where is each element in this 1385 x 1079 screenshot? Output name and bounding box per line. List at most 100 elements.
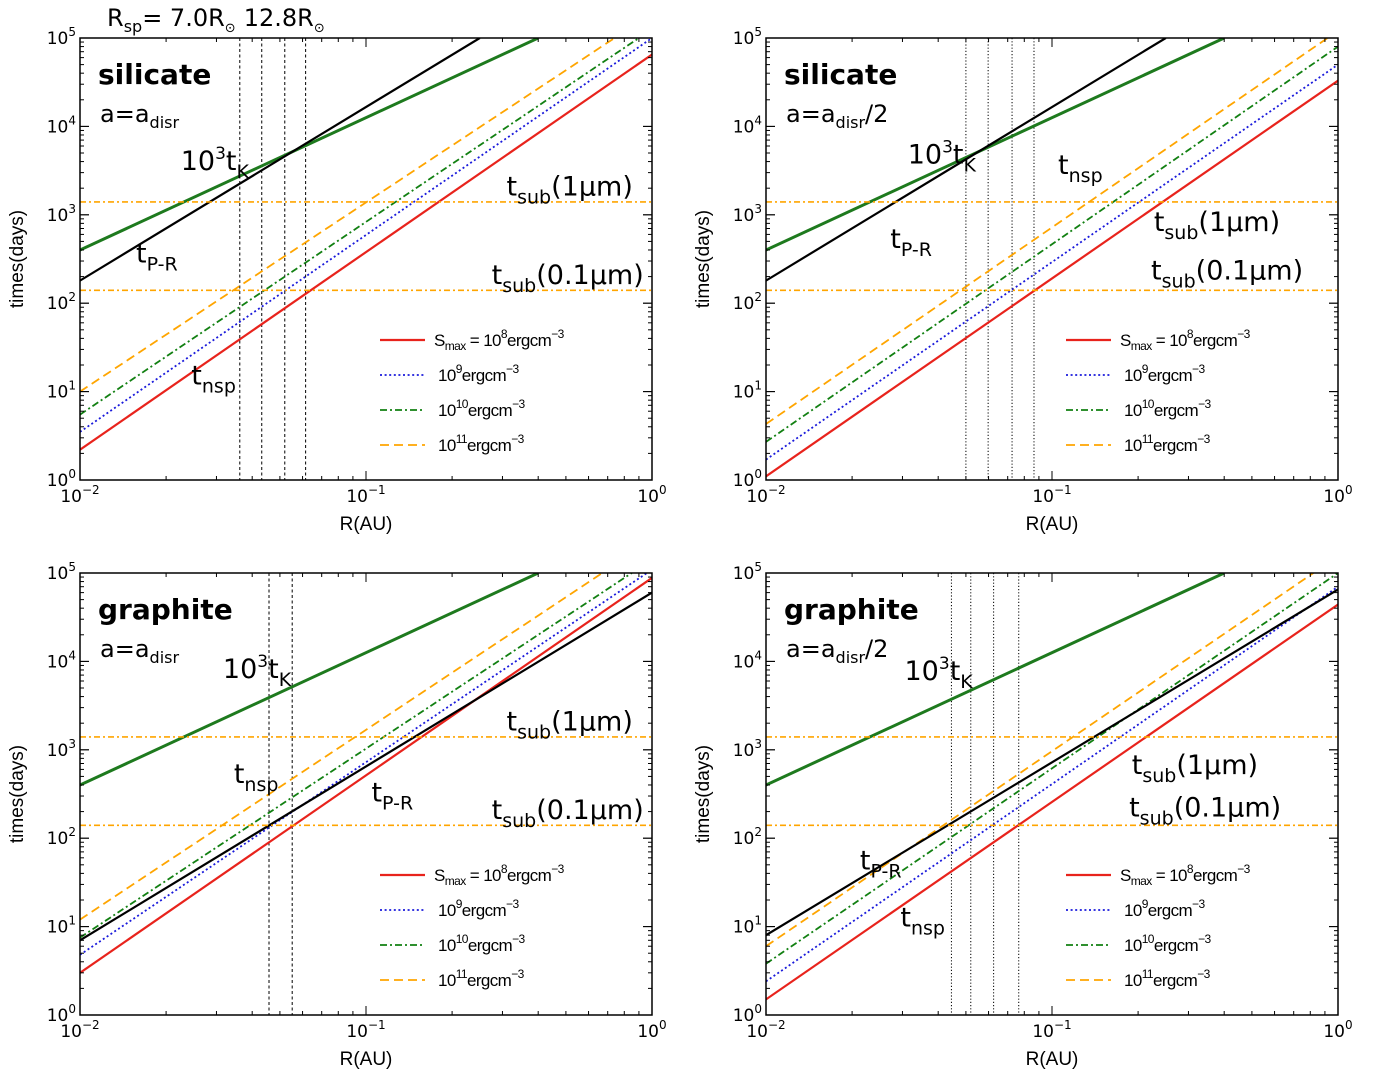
- curve-annotation: tP-R: [890, 224, 932, 261]
- curve-annotation: tsub(1μm): [1132, 750, 1258, 787]
- x-tick-label: 100: [1323, 483, 1352, 507]
- y-tick-label: 100: [47, 467, 76, 491]
- y-tick-label: 105: [733, 560, 762, 584]
- curve-annotation: 103tK: [181, 144, 250, 183]
- legend-entry-label: 1010ergcm−3: [438, 932, 526, 955]
- x-tick-label: 10−2: [746, 483, 785, 507]
- legend: Smax = 108ergcm−3 109ergcm−3 1010ergcm−3 10…: [1066, 327, 1251, 455]
- grain-size-label: a=adisr/2: [786, 100, 888, 132]
- material-label: graphite: [98, 593, 233, 626]
- y-tick-label: 100: [733, 1002, 762, 1026]
- legend-entry-label: 1010ergcm−3: [1124, 932, 1212, 955]
- legend-entry-label: Smax = 108ergcm−3: [434, 327, 565, 353]
- y-tick-label: 103: [733, 737, 762, 761]
- ticks: [765, 572, 1339, 1016]
- material-label: graphite: [784, 593, 919, 626]
- y-tick-label: 102: [47, 825, 76, 849]
- curve-annotation: tsub(1μm): [507, 707, 633, 744]
- y-tick-label: 104: [733, 648, 762, 672]
- grain-size-label: a=adisr/2: [786, 635, 888, 667]
- y-tick-label: 101: [47, 379, 76, 403]
- x-axis-label: R(AU): [340, 1049, 393, 1070]
- series-line-s10: [766, 45, 1338, 443]
- x-tick-label: 10−1: [1032, 483, 1071, 507]
- curve-annotation: tnsp: [234, 759, 279, 796]
- legend: Smax = 108ergcm−3 109ergcm−3 1010ergcm−3 10…: [380, 327, 565, 455]
- legend-entry-label: 1011ergcm−3: [1124, 432, 1211, 455]
- series-group: [80, 573, 652, 974]
- curve-annotation: tP-R: [371, 778, 413, 815]
- x-tick-label: 10−1: [1032, 1018, 1071, 1042]
- x-axis-label: R(AU): [340, 514, 393, 535]
- material-label: silicate: [98, 58, 211, 91]
- legend-entry-label: 109ergcm−3: [438, 897, 519, 920]
- y-tick-label: 103: [47, 737, 76, 761]
- series-group: [766, 38, 1338, 478]
- panel-bottom-left: 10−2 10−1 100 100 101 102 103 104 105 R(AU) times(…: [7, 560, 667, 1070]
- y-tick-label: 101: [733, 379, 762, 403]
- x-tick-label: 100: [637, 1018, 666, 1042]
- curve-annotation: tsub(0.1μm): [492, 260, 644, 297]
- series-line-s9: [80, 38, 652, 433]
- series-line-tpr: [766, 38, 1167, 282]
- series-line-s9: [766, 585, 1338, 983]
- y-axis-label: times(days): [7, 745, 28, 843]
- y-axis-label: times(days): [693, 210, 714, 308]
- series-line-s8: [80, 576, 652, 974]
- x-tick-label: 10−2: [60, 483, 99, 507]
- series-line-s10: [80, 38, 640, 416]
- legend-entry-label: Smax = 108ergcm−3: [434, 862, 565, 888]
- y-tick-label: 105: [733, 25, 762, 49]
- ticks: [79, 572, 653, 1016]
- curve-annotation: tP-R: [860, 846, 902, 883]
- y-tick-label: 104: [733, 113, 762, 137]
- legend-entry-label: 1011ergcm−3: [1124, 967, 1211, 990]
- y-tick-label: 105: [47, 560, 76, 584]
- panel-bottom-right: 10−2 10−1 100 100 101 102 103 104 105 R(AU) times(…: [693, 560, 1353, 1070]
- x-tick-label: 10−1: [346, 483, 385, 507]
- series-line-s8: [766, 79, 1338, 478]
- x-tick-label: 100: [1323, 1018, 1352, 1042]
- legend-entry-label: 1010ergcm−3: [1124, 397, 1212, 420]
- curve-annotation: 103tK: [223, 652, 292, 691]
- series-group: [80, 38, 652, 451]
- series-line-tpr: [80, 591, 652, 942]
- series-line-s11: [80, 573, 603, 921]
- curve-annotation: tsub(1μm): [1154, 207, 1280, 244]
- series-line-tk: [80, 573, 539, 787]
- y-tick-label: 102: [47, 290, 76, 314]
- series-line-s8: [766, 603, 1338, 1001]
- legend-entry-label: 1010ergcm−3: [438, 397, 526, 420]
- panel-top-left: 10−2 10−1 100 100 101 102 103 104 105 R(AU) times(…: [7, 25, 667, 535]
- series-line-s11: [766, 38, 1329, 425]
- y-tick-label: 104: [47, 648, 76, 672]
- y-axis-label: times(days): [693, 745, 714, 843]
- curve-annotation: tsub(0.1μm): [492, 795, 644, 832]
- curve-annotation: tnsp: [1058, 150, 1103, 187]
- legend: Smax = 108ergcm−3 109ergcm−3 1010ergcm−3 10…: [380, 862, 565, 990]
- grain-size-label: a=adisr: [100, 635, 179, 667]
- series-line-tk: [766, 38, 1225, 252]
- curve-annotation: 103tK: [905, 654, 974, 693]
- legend-entry-label: 1011ergcm−3: [438, 967, 525, 990]
- legend-entry-label: 1011ergcm−3: [438, 432, 525, 455]
- y-axis-label: times(days): [7, 210, 28, 308]
- material-label: silicate: [784, 58, 897, 91]
- series-line-s8: [80, 53, 652, 451]
- vertical-lines: [239, 38, 307, 480]
- ticks: [79, 37, 653, 481]
- series-line-tk: [80, 38, 539, 252]
- series-group: [766, 573, 1338, 1001]
- curve-annotation: tsub(0.1μm): [1129, 793, 1281, 830]
- y-tick-label: 100: [733, 467, 762, 491]
- grain-size-label: a=adisr: [100, 100, 179, 132]
- curve-annotation: 103tK: [908, 138, 977, 177]
- series-line-tpr: [80, 38, 481, 282]
- y-tick-label: 102: [733, 825, 762, 849]
- y-tick-label: 103: [733, 202, 762, 226]
- legend-entry-label: Smax = 108ergcm−3: [1120, 862, 1251, 888]
- series-line-tpr: [766, 588, 1338, 937]
- x-axis-label: R(AU): [1026, 514, 1079, 535]
- series-line-s11: [80, 38, 616, 393]
- y-tick-label: 105: [47, 25, 76, 49]
